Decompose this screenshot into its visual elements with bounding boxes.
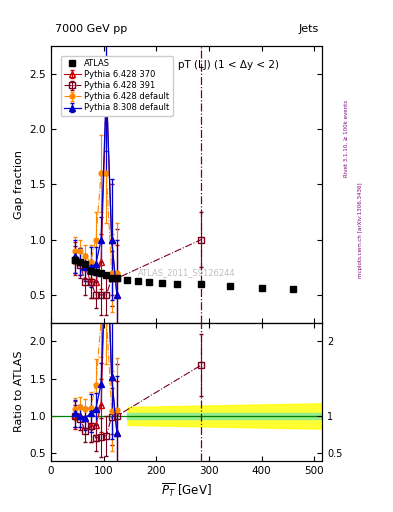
Text: Jets: Jets bbox=[298, 24, 318, 34]
Y-axis label: Gap fraction: Gap fraction bbox=[14, 150, 24, 219]
ATLAS bbox=[83, 262, 88, 268]
ATLAS bbox=[175, 281, 180, 287]
ATLAS bbox=[78, 259, 83, 265]
ATLAS bbox=[136, 278, 140, 284]
ATLAS bbox=[94, 269, 98, 275]
ATLAS bbox=[104, 272, 109, 278]
ATLAS bbox=[114, 275, 119, 282]
Legend: ATLAS, Pythia 6.428 370, Pythia 6.428 391, Pythia 6.428 default, Pythia 8.308 de: ATLAS, Pythia 6.428 370, Pythia 6.428 39… bbox=[61, 56, 173, 116]
ATLAS bbox=[109, 275, 114, 281]
ATLAS bbox=[99, 270, 103, 276]
X-axis label: $\overline{P_T}$ [GeV]: $\overline{P_T}$ [GeV] bbox=[161, 481, 212, 499]
Text: Gap fraction vs pT (LJ) (1 < Δy < 2): Gap fraction vs pT (LJ) (1 < Δy < 2) bbox=[95, 60, 279, 70]
Y-axis label: Ratio to ATLAS: Ratio to ATLAS bbox=[14, 351, 24, 433]
ATLAS bbox=[159, 280, 164, 286]
ATLAS bbox=[291, 286, 296, 292]
Text: mcplots.cern.ch [arXiv:1306.3436]: mcplots.cern.ch [arXiv:1306.3436] bbox=[358, 183, 363, 278]
ATLAS bbox=[199, 281, 204, 287]
ATLAS bbox=[88, 267, 93, 273]
ATLAS bbox=[146, 279, 151, 285]
Line: ATLAS: ATLAS bbox=[72, 257, 296, 292]
ATLAS bbox=[228, 283, 233, 289]
Text: Rivet 3.1.10, ≥ 100k events: Rivet 3.1.10, ≥ 100k events bbox=[344, 100, 349, 177]
Text: 7000 GeV pp: 7000 GeV pp bbox=[55, 24, 127, 34]
ATLAS bbox=[72, 257, 77, 263]
ATLAS bbox=[125, 277, 130, 283]
ATLAS bbox=[259, 285, 264, 291]
Text: ATLAS_2011_S9126244: ATLAS_2011_S9126244 bbox=[138, 268, 235, 278]
